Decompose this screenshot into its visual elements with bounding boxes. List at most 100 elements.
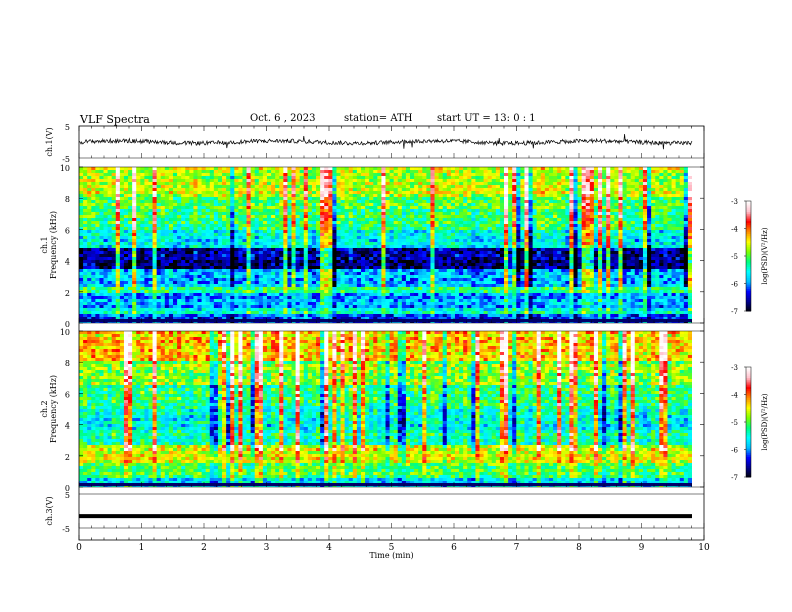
spectrogram-cell <box>614 248 619 252</box>
spectrogram-cell <box>140 173 145 177</box>
spectrogram-cell <box>262 191 268 195</box>
spectrogram-cell <box>426 236 431 240</box>
spectrogram-cell <box>328 260 333 264</box>
spectrogram-cell <box>557 251 562 255</box>
spectrogram-cell <box>287 200 292 204</box>
spectrogram-cell <box>119 194 125 198</box>
spectrogram-cell <box>115 257 121 261</box>
spectrogram-cell <box>287 176 292 180</box>
spectrogram-cell <box>585 236 591 240</box>
spectrogram-cell <box>544 248 550 252</box>
spectrogram-cell <box>598 215 603 219</box>
spectrogram-cell <box>405 215 411 219</box>
spectrogram-cell <box>266 191 272 195</box>
spectrogram-cell <box>332 182 337 186</box>
spectrogram-cell <box>79 206 84 210</box>
spectrogram-cell <box>655 179 660 183</box>
spectrogram-cell <box>103 170 109 174</box>
spectrogram-cell <box>569 182 574 186</box>
spectrogram-cell <box>111 197 117 201</box>
spectrogram-cell <box>164 209 170 213</box>
spectrogram-cell <box>172 257 178 261</box>
spectrogram-cell <box>479 179 484 183</box>
spectrogram-cell <box>479 257 484 261</box>
spectrogram-cell <box>369 221 374 225</box>
spectrogram-cell <box>99 251 104 255</box>
spectrogram-cell <box>487 200 493 204</box>
spectrogram-cell <box>107 200 113 204</box>
spectrogram-cell <box>422 182 427 186</box>
spectrogram-cell <box>197 212 202 216</box>
spectrogram-cell <box>356 224 362 228</box>
spectrogram-cell <box>528 218 534 222</box>
spectrogram-cell <box>508 215 513 219</box>
spectrogram-cell <box>459 245 464 249</box>
spectrogram-cell <box>107 212 113 216</box>
spectrogram-cell <box>262 194 268 198</box>
spectrogram-cell <box>91 251 96 255</box>
spectrogram-cell <box>454 191 460 195</box>
spectrogram-cell <box>226 197 231 201</box>
spectrogram-cell <box>671 212 677 216</box>
spectrogram-cell <box>610 230 615 234</box>
spectrogram-cell <box>307 179 313 183</box>
spectrogram-cell <box>115 215 121 219</box>
spectrogram-cell <box>369 254 374 258</box>
spectrogram-cell <box>168 170 174 174</box>
spectrogram-cell <box>487 203 493 207</box>
spectrogram-cell <box>475 179 480 183</box>
spectrogram-cell <box>512 263 517 267</box>
spectrogram-cell <box>536 191 542 195</box>
spectrogram-cell <box>389 197 395 201</box>
spectrogram-cell <box>479 194 484 198</box>
spectrogram-cell <box>316 215 321 219</box>
spectrogram-cell <box>258 233 264 237</box>
spectrogram-cell <box>585 263 591 267</box>
spectrogram-cell <box>320 212 325 216</box>
spectrogram-cell <box>340 188 346 192</box>
spectrogram-cell <box>87 230 92 234</box>
spectrogram-cell <box>389 254 395 258</box>
spectrogram-cell <box>91 188 96 192</box>
spectrogram-cell <box>168 263 174 267</box>
spectrogram-cell <box>483 263 489 267</box>
spectrogram-cell <box>385 245 390 249</box>
spectrogram-cell <box>360 218 366 222</box>
spectrogram-cell <box>561 224 566 228</box>
spectrogram-cell <box>266 245 272 249</box>
spectrogram-cell <box>491 221 497 225</box>
spectrogram-cell <box>593 203 599 207</box>
spectrogram-cell <box>438 224 444 228</box>
spectrogram-cell <box>647 242 652 246</box>
spectrogram-cell <box>148 227 153 231</box>
spectrogram-cell <box>123 263 129 267</box>
spectrogram-cell <box>254 242 260 246</box>
spectrogram-cell <box>438 200 444 204</box>
spectrogram-cell <box>626 224 632 228</box>
spectrogram-cell <box>618 182 623 186</box>
spectrogram-cell <box>369 179 374 183</box>
spectrogram-cell <box>99 200 104 204</box>
spectrogram-cell <box>389 230 395 234</box>
spectrogram-cell <box>532 233 538 237</box>
spectrogram-cell <box>675 197 681 201</box>
spectrogram-cell <box>638 197 644 201</box>
spectrogram-cell <box>397 188 403 192</box>
spectrogram-cell <box>422 260 427 264</box>
spectrogram-cell <box>258 218 264 222</box>
spectrogram-cell <box>91 191 96 195</box>
spectrogram-cell <box>683 188 689 192</box>
spectrogram-cell <box>132 263 137 267</box>
spectrogram-cell <box>320 236 325 240</box>
spectrogram-cell <box>659 215 664 219</box>
spectrogram-cell <box>634 230 640 234</box>
spectrogram-cell <box>128 218 133 222</box>
spectrogram-cell <box>356 242 362 246</box>
spectrogram-cell <box>246 194 252 198</box>
spectrogram-cell <box>177 260 182 264</box>
spectrogram-cell <box>242 230 247 234</box>
spectrogram-cell <box>618 221 623 225</box>
spectrogram-cell <box>128 203 133 207</box>
spectrogram-cell <box>238 194 243 198</box>
spectrogram-cell <box>602 197 607 201</box>
